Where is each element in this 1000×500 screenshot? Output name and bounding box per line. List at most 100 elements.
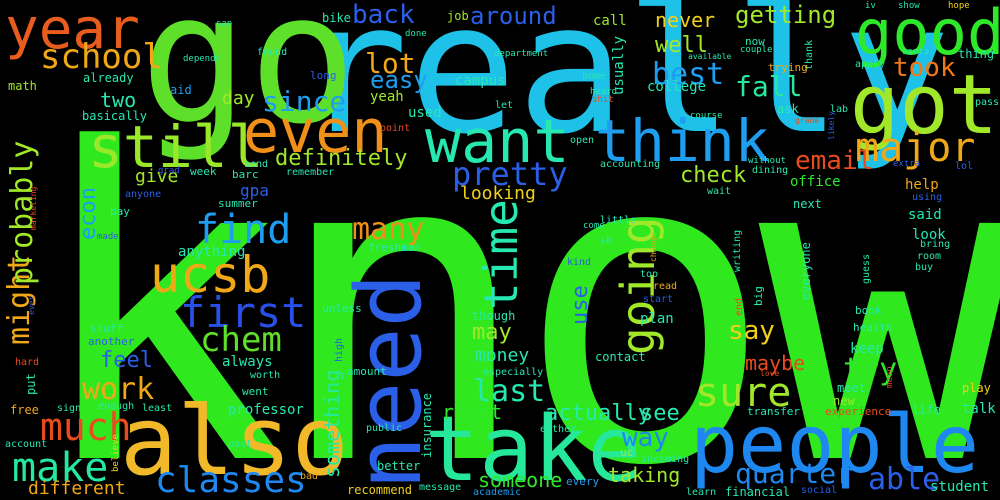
word-room: room <box>917 251 942 262</box>
word-already: already <box>83 71 134 85</box>
word-iv: iv <box>865 1 876 11</box>
word-look: look <box>912 227 946 243</box>
word-pass: pass <box>975 97 1000 108</box>
word-writing: writing <box>732 229 743 272</box>
word-change: change <box>649 233 658 262</box>
word-many: many <box>352 212 425 247</box>
word-play: play <box>962 381 991 395</box>
word-using: using <box>912 192 943 203</box>
word-open: open <box>570 135 595 146</box>
word-everyone: everyone <box>799 242 813 300</box>
word-stuff: stuff <box>90 322 124 335</box>
word-contact: contact <box>595 350 646 364</box>
word-incoming: incoming <box>641 454 690 465</box>
word-mean: mean <box>885 366 895 388</box>
word-sb: sb <box>600 235 613 246</box>
word-learn: learn <box>686 487 717 498</box>
word-long: long <box>310 69 337 82</box>
word-meet: meet <box>837 381 866 395</box>
word-take: take <box>425 397 642 500</box>
word-little: little <box>600 215 637 226</box>
word-find: find <box>195 207 292 253</box>
word-bring: bring <box>920 239 951 250</box>
word-work: work <box>82 372 155 407</box>
word-professor: professor <box>228 402 304 418</box>
word-ucsb: ucsb <box>150 246 271 304</box>
word-high: high <box>334 337 345 362</box>
word-always: always <box>222 354 273 370</box>
word-top: top <box>640 269 659 280</box>
word-couple: couple <box>740 45 773 55</box>
word-message: message <box>419 482 462 493</box>
word-another: another <box>88 335 135 348</box>
word-someone: someone <box>478 468 563 492</box>
word-people: people <box>690 398 979 491</box>
word-sure: sure <box>695 370 792 416</box>
word-enough: enough <box>98 401 135 412</box>
word-year: year <box>5 0 140 62</box>
word-free: free <box>10 403 39 417</box>
word-something: something <box>320 369 344 478</box>
word-wait: wait <box>707 186 732 197</box>
word-recommend: recommend <box>347 483 413 497</box>
word-bad: bad <box>300 471 319 482</box>
word-major: major <box>855 125 976 171</box>
word-taking: taking <box>608 463 681 487</box>
word-plan: plan <box>640 311 674 327</box>
word-well: well <box>655 33 708 58</box>
word-yeah: yeah <box>370 89 404 105</box>
word-bike: bike <box>322 11 351 25</box>
word-getting: getting <box>735 1 837 29</box>
word-way: way <box>622 423 669 453</box>
word-let: let <box>495 100 514 111</box>
word-start: start <box>643 294 674 305</box>
word-go: go <box>140 0 357 164</box>
word-love: love <box>760 369 780 378</box>
word-dining: dining <box>752 165 789 176</box>
word-depends: depends <box>183 54 221 64</box>
word-account: account <box>5 439 48 450</box>
word-say: say <box>728 316 775 346</box>
word-gpa: gpa <box>240 181 269 200</box>
word-hope: hope <box>948 1 970 11</box>
word-back: back <box>352 0 415 30</box>
word-classes: classes <box>155 460 307 500</box>
word-book: book <box>855 304 882 317</box>
word-quarter: quarter <box>735 457 854 490</box>
word-feel: feel <box>100 348 153 373</box>
word-actually: actually <box>545 401 651 426</box>
word-definitely: definitely <box>275 146 408 171</box>
word-social: social <box>801 485 838 496</box>
word-experience: experience <box>825 405 892 418</box>
word-job: job <box>447 9 469 23</box>
word-last: last <box>473 374 546 409</box>
word-make: make <box>12 445 109 491</box>
word-grade: grade <box>795 116 820 125</box>
word-campus: campus <box>455 73 506 89</box>
word-day: day <box>222 88 255 109</box>
word-right: right <box>442 400 503 424</box>
word-student: student <box>930 479 990 495</box>
word-thing: thing <box>958 47 995 61</box>
word-think: think <box>595 107 770 175</box>
word-believe: believe <box>111 434 121 472</box>
word-much: much <box>40 405 132 449</box>
word-call: call <box>593 13 627 29</box>
word-still: still <box>88 113 263 181</box>
word-accounting: accounting <box>600 159 661 170</box>
word-took: took <box>893 53 956 83</box>
word-want: want <box>425 107 570 177</box>
word-transfer: transfer <box>747 405 800 418</box>
word-able: able <box>868 462 941 497</box>
word-academic: academic <box>473 487 522 498</box>
word-shit: shit <box>592 95 614 105</box>
word-ask: ask <box>777 102 799 116</box>
word-ever: ever <box>27 295 36 315</box>
word-good: good <box>855 0 1000 69</box>
word-time: time <box>474 199 528 310</box>
word-grad: grad <box>158 166 180 176</box>
word-kind: kind <box>567 257 592 268</box>
word-come: come <box>583 221 605 231</box>
word-help: help <box>905 177 939 193</box>
